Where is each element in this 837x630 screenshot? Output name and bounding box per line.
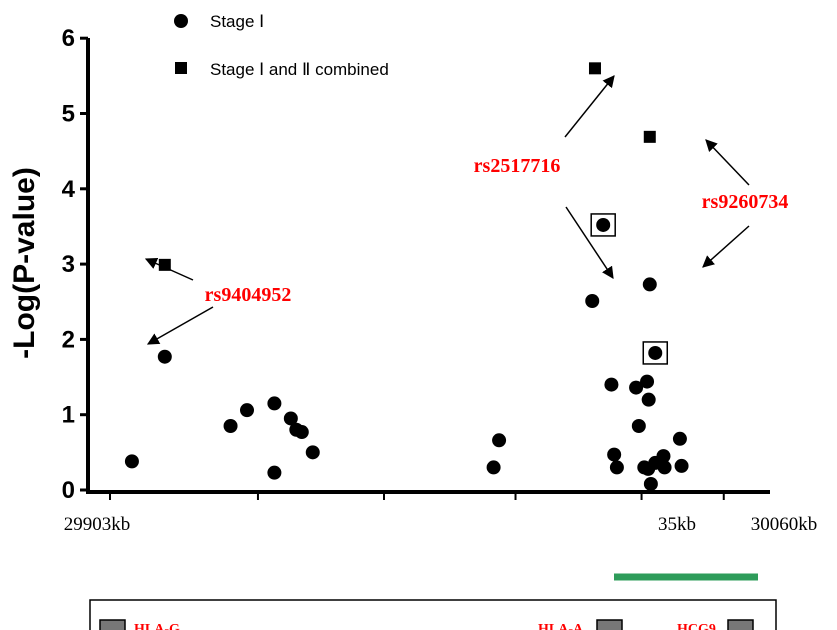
data-point-circle (240, 403, 254, 418)
annotation-arrows (144, 75, 750, 345)
data-point-circle (604, 377, 619, 392)
gene-track-box (89, 599, 777, 630)
data-point-circle (585, 293, 600, 308)
data-point-circle (492, 433, 507, 448)
gene-hla-a: HLA-A (538, 619, 623, 630)
data-point-circle (294, 425, 309, 440)
data-point-circle (641, 392, 656, 407)
data-point-circle (267, 396, 282, 411)
arrow-rs2517716-square (564, 75, 615, 138)
gene-hla-a-block (596, 619, 623, 630)
annotation-rs9260734: rs9260734 (702, 191, 789, 213)
arrow-rs9404952-square (144, 257, 194, 281)
data-point-circle (640, 374, 655, 389)
legend-square-marker (175, 62, 187, 74)
arrow-rs9260734-square (705, 139, 750, 186)
legend-label-combined: Stage Ⅰ and Ⅱ combined (210, 60, 389, 79)
data-point-circle (656, 449, 671, 464)
boxed-points (590, 213, 669, 365)
arrow-rs9404952-circle (146, 306, 214, 345)
x-tick-label-start: 29903kb (64, 514, 131, 535)
y-ticks: 0 1 2 3 4 5 6 (62, 25, 88, 504)
arrow-rs2517716-circle (565, 206, 614, 280)
gene-hla-g: HLA-G (99, 619, 180, 630)
y-tick-label: 2 (62, 326, 75, 353)
gene-hcg9-block (727, 619, 754, 630)
data-point-circle (609, 460, 624, 475)
annotation-rs2517716: rs2517716 (474, 155, 561, 177)
data-point-circle (642, 277, 657, 292)
data-point-circle (631, 418, 646, 433)
data-point-circle (124, 454, 139, 469)
y-tick-label: 4 (62, 176, 76, 203)
x-tick-label-mid: 35kb (658, 514, 696, 535)
data-point-circle (648, 345, 663, 360)
y-tick-label: 1 (62, 402, 75, 429)
legend-circle-marker (174, 14, 188, 28)
y-tick-label: 0 (62, 477, 75, 504)
y-tick-label: 5 (62, 101, 75, 128)
x-tick-label-end: 30060kb (751, 514, 818, 535)
data-point-circle (486, 460, 501, 475)
legend-label-stage1: Stage Ⅰ (210, 12, 264, 31)
data-point-circle (283, 411, 298, 426)
data-point-circle (267, 465, 282, 480)
y-axis-label: -Log(P-value) (8, 167, 41, 359)
data-point-circle (157, 349, 172, 364)
gene-label-hla-g: HLA-G (134, 622, 180, 630)
data-point-circle (657, 460, 672, 475)
annotation-rs9404952: rs9404952 (205, 284, 292, 306)
y-tick-label: 3 (62, 251, 75, 278)
x-ticks (109, 492, 725, 500)
gene-label-hcg9: HCG9 (677, 622, 716, 630)
arrow-rs9260734-circle (702, 225, 750, 268)
data-point-circle (674, 458, 689, 473)
data-points (124, 62, 689, 491)
data-point-circle (305, 445, 320, 460)
data-point-square (158, 258, 171, 271)
y-tick-label: 6 (62, 25, 75, 52)
highlight-box (590, 213, 616, 237)
data-point-circle (643, 476, 658, 491)
highlight-box (642, 341, 669, 365)
gene-hla-g-block (99, 619, 126, 630)
data-point-circle (607, 447, 622, 462)
data-point-circle (596, 217, 611, 232)
data-point-square (643, 130, 656, 143)
legend: Stage Ⅰ Stage Ⅰ and Ⅱ combined (174, 12, 389, 79)
data-point-circle (223, 418, 238, 433)
gene-label-hla-a: HLA-A (538, 622, 584, 630)
data-point-circle (629, 380, 644, 395)
data-point-square (588, 62, 601, 75)
data-point-circle (672, 431, 687, 446)
gene-hcg9: HCG9 (677, 619, 754, 630)
